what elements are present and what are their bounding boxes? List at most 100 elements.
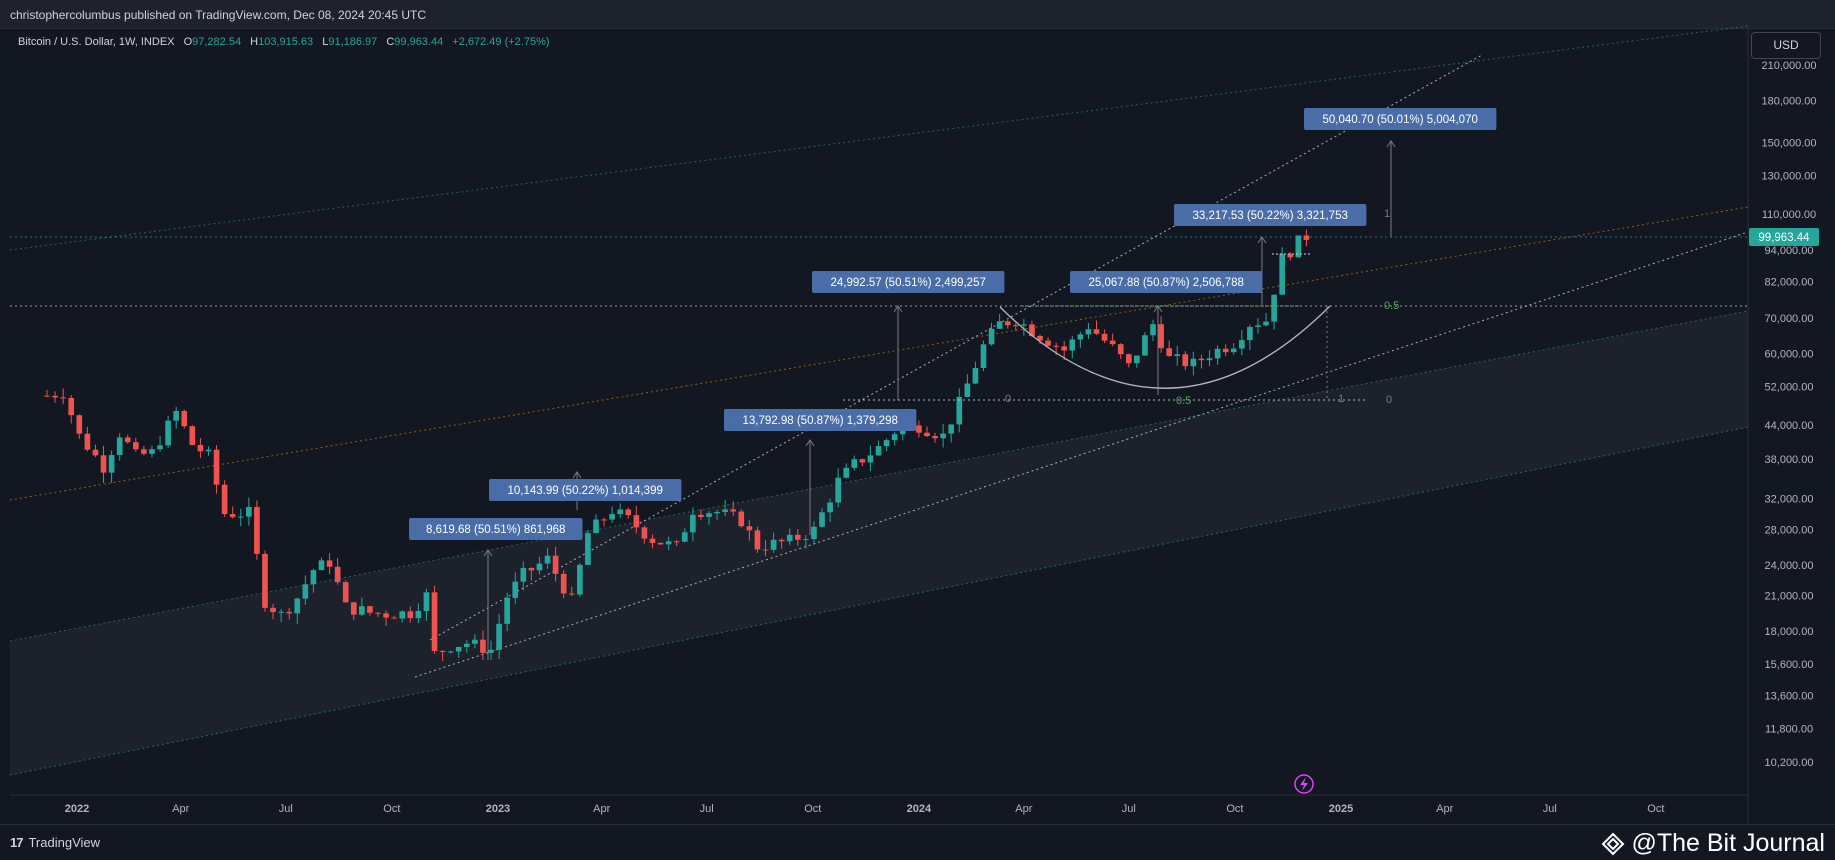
candle-body bbox=[851, 459, 858, 468]
candle-body bbox=[1182, 354, 1189, 367]
y-tick-label: 44,000.00 bbox=[1765, 420, 1814, 432]
candle-body bbox=[520, 567, 527, 582]
candle-body bbox=[577, 564, 583, 595]
trend-channels bbox=[9, 25, 1749, 776]
candle-body bbox=[1101, 333, 1108, 341]
candle-body bbox=[302, 584, 309, 599]
candle-body bbox=[92, 449, 99, 456]
candle-body bbox=[843, 467, 850, 478]
candle-body bbox=[84, 433, 91, 450]
y-tick-label: 21,000.00 bbox=[1765, 591, 1814, 603]
candle-body bbox=[585, 533, 591, 565]
candle-body bbox=[617, 509, 624, 515]
open-value: 97,282.54 bbox=[192, 36, 241, 48]
candle-body bbox=[988, 328, 995, 345]
candle-body bbox=[431, 592, 438, 651]
measure-label: 25,067.88 (50.87%) 2,506,788 bbox=[1070, 271, 1263, 293]
candle-body bbox=[342, 582, 349, 603]
y-tick-label: 32,000.00 bbox=[1765, 494, 1814, 506]
fib-level-label: 1 bbox=[1338, 393, 1344, 405]
measure-label-text: 13,792.98 (50.87%) 1,379,298 bbox=[743, 415, 898, 427]
high-value: 103,915.63 bbox=[258, 36, 313, 48]
candle-body bbox=[480, 639, 486, 653]
measure-label-box bbox=[724, 409, 917, 431]
candle-body bbox=[770, 539, 777, 550]
candle-body bbox=[60, 397, 66, 399]
measure-label-box bbox=[1174, 204, 1367, 226]
candle-body bbox=[1295, 235, 1302, 258]
candles bbox=[44, 229, 1310, 662]
candle-body bbox=[633, 515, 640, 528]
binance-diamond-icon bbox=[1602, 832, 1625, 855]
y-tick-label: 28,000.00 bbox=[1765, 524, 1814, 536]
candle-body bbox=[141, 449, 147, 454]
candle-body bbox=[544, 555, 551, 564]
candle-body bbox=[423, 592, 430, 612]
candle-body bbox=[730, 509, 737, 512]
measure-label-text: 25,067.88 (50.87%) 2,506,788 bbox=[1089, 277, 1244, 289]
support-trendline bbox=[414, 231, 1749, 678]
candle-body bbox=[1125, 354, 1132, 364]
candle-body bbox=[996, 321, 1003, 329]
x-tick-label: 2023 bbox=[486, 803, 510, 815]
tradingview-logo[interactable]: 17 TradingView bbox=[10, 835, 100, 850]
candle-body bbox=[326, 560, 333, 567]
candle-body bbox=[1230, 348, 1237, 353]
candle-body bbox=[778, 539, 785, 542]
candle-body bbox=[681, 532, 688, 542]
candle-body bbox=[528, 567, 535, 571]
tradingview-icon: 17 bbox=[10, 835, 24, 850]
current-price-tag: 99,963.44 bbox=[1749, 228, 1819, 246]
candle-body bbox=[504, 597, 511, 624]
candle-body bbox=[867, 455, 874, 463]
currency-button[interactable]: USD bbox=[1751, 32, 1821, 59]
candle-body bbox=[690, 514, 696, 533]
candle-body bbox=[924, 432, 930, 437]
candle-body bbox=[916, 425, 922, 433]
fib-level-label: 1 bbox=[1384, 208, 1390, 220]
x-tick-label: Oct bbox=[1647, 803, 1664, 815]
candle-body bbox=[415, 611, 422, 619]
candle-body bbox=[173, 410, 180, 421]
candle-body bbox=[132, 442, 139, 450]
candle-body bbox=[1158, 324, 1164, 349]
arrow-head bbox=[483, 549, 493, 557]
y-tick-label: 24,000.00 bbox=[1765, 560, 1814, 572]
candle-body bbox=[1263, 321, 1269, 326]
candle-body bbox=[746, 526, 753, 531]
tradingview-brand: TradingView bbox=[28, 835, 101, 850]
y-tick-label: 180,000.00 bbox=[1761, 96, 1816, 108]
lightning-icon[interactable] bbox=[1294, 774, 1314, 794]
x-tick-label: 2025 bbox=[1329, 803, 1353, 815]
candle-body bbox=[794, 534, 801, 540]
measure-label: 24,992.57 (50.51%) 2,499,257 bbox=[812, 271, 1005, 293]
candle-body bbox=[68, 397, 75, 416]
candle-body bbox=[1117, 344, 1124, 355]
candle-body bbox=[1004, 321, 1011, 326]
candle-body bbox=[294, 598, 301, 614]
arrow-head bbox=[572, 471, 582, 479]
candle-body bbox=[964, 383, 971, 397]
candle-body bbox=[1012, 325, 1019, 327]
candle-body bbox=[754, 530, 761, 550]
candle-body bbox=[625, 509, 632, 516]
channel-lower-line bbox=[9, 426, 1749, 776]
measure-label: 33,217.53 (50.22%) 3,321,753 bbox=[1174, 204, 1367, 226]
candle-body bbox=[673, 541, 680, 543]
x-tick-label: Oct bbox=[804, 803, 821, 815]
candle-body bbox=[1214, 348, 1221, 359]
candle-body bbox=[1303, 235, 1310, 240]
published-text: christophercolumbus published on Trading… bbox=[10, 8, 427, 22]
y-tick-label: 11,800.00 bbox=[1765, 723, 1813, 735]
measure-label-text: 24,992.57 (50.51%) 2,499,257 bbox=[831, 277, 986, 289]
candle-body bbox=[706, 513, 712, 517]
candle-body bbox=[1287, 253, 1294, 258]
candle-body bbox=[1190, 358, 1197, 367]
candle-body bbox=[512, 581, 519, 598]
candle-body bbox=[1045, 340, 1051, 346]
candle-body bbox=[124, 437, 131, 443]
measure-label-box bbox=[1304, 108, 1497, 130]
candle-body bbox=[657, 542, 664, 545]
candle-body bbox=[932, 436, 938, 439]
